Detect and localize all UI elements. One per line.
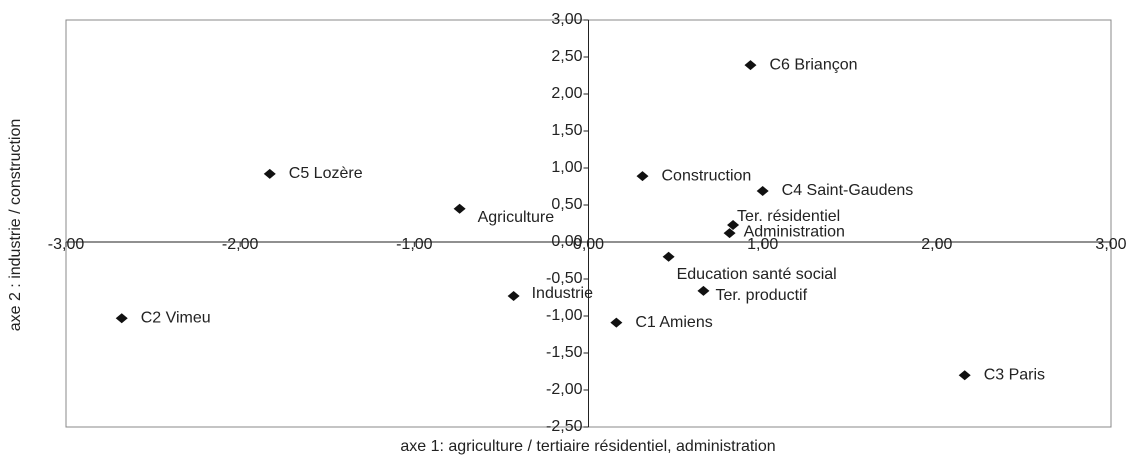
y-tick-label: 1,00	[551, 159, 582, 176]
y-tick-label: -1,00	[546, 307, 583, 324]
point-label: C5 Lozère	[289, 165, 363, 182]
y-tick-label: 2,50	[551, 48, 582, 65]
point	[727, 219, 740, 230]
point-label: Ter. productif	[715, 287, 807, 304]
point	[610, 317, 623, 328]
x-tick-label: -3,00	[48, 236, 85, 253]
point-label: C1 Amiens	[635, 314, 712, 331]
point	[662, 251, 675, 262]
y-tick-label: 0,50	[551, 196, 582, 213]
point-label: C6 Briançon	[769, 56, 857, 73]
point	[636, 171, 649, 182]
point	[263, 168, 276, 179]
point-label: Ter. résidentiel	[737, 208, 840, 225]
y-tick-label: 3,00	[551, 11, 582, 28]
x-tick-label: -2,00	[222, 236, 259, 253]
y-axis-title: axe 2 : industrie / construction	[7, 119, 24, 332]
x-tick-label: 3,00	[1095, 236, 1126, 253]
point-label: C3 Paris	[984, 366, 1045, 383]
y-tick-label: 0,00	[551, 233, 582, 250]
point	[744, 60, 757, 71]
point-label: Industrie	[532, 285, 593, 302]
point-label: Construction	[661, 167, 751, 184]
x-tick-label: 1,00	[747, 236, 778, 253]
y-tick-label: 2,00	[551, 85, 582, 102]
x-tick-label: 2,00	[921, 236, 952, 253]
point-label: C4 Saint-Gaudens	[782, 182, 914, 199]
y-tick-label: -2,00	[546, 381, 583, 398]
point-label: Education santé social	[677, 266, 837, 283]
point-label: C2 Vimeu	[141, 309, 211, 326]
x-tick-label: -1,00	[396, 236, 433, 253]
point	[507, 291, 520, 302]
y-tick-label: 1,50	[551, 122, 582, 139]
point	[756, 185, 769, 196]
point-label: Agriculture	[478, 209, 555, 226]
x-tick-label: 0,00	[573, 236, 604, 253]
y-tick-label: -1,50	[546, 344, 583, 361]
point	[453, 203, 466, 214]
point	[115, 313, 128, 324]
point	[958, 370, 971, 381]
x-axis-title: axe 1: agriculture / tertiaire résidenti…	[400, 438, 775, 455]
point-label: Administration	[744, 223, 845, 240]
point	[697, 285, 710, 296]
y-tick-label: -2,50	[546, 418, 583, 435]
point	[723, 228, 736, 239]
y-tick-label: -0,50	[546, 270, 583, 287]
